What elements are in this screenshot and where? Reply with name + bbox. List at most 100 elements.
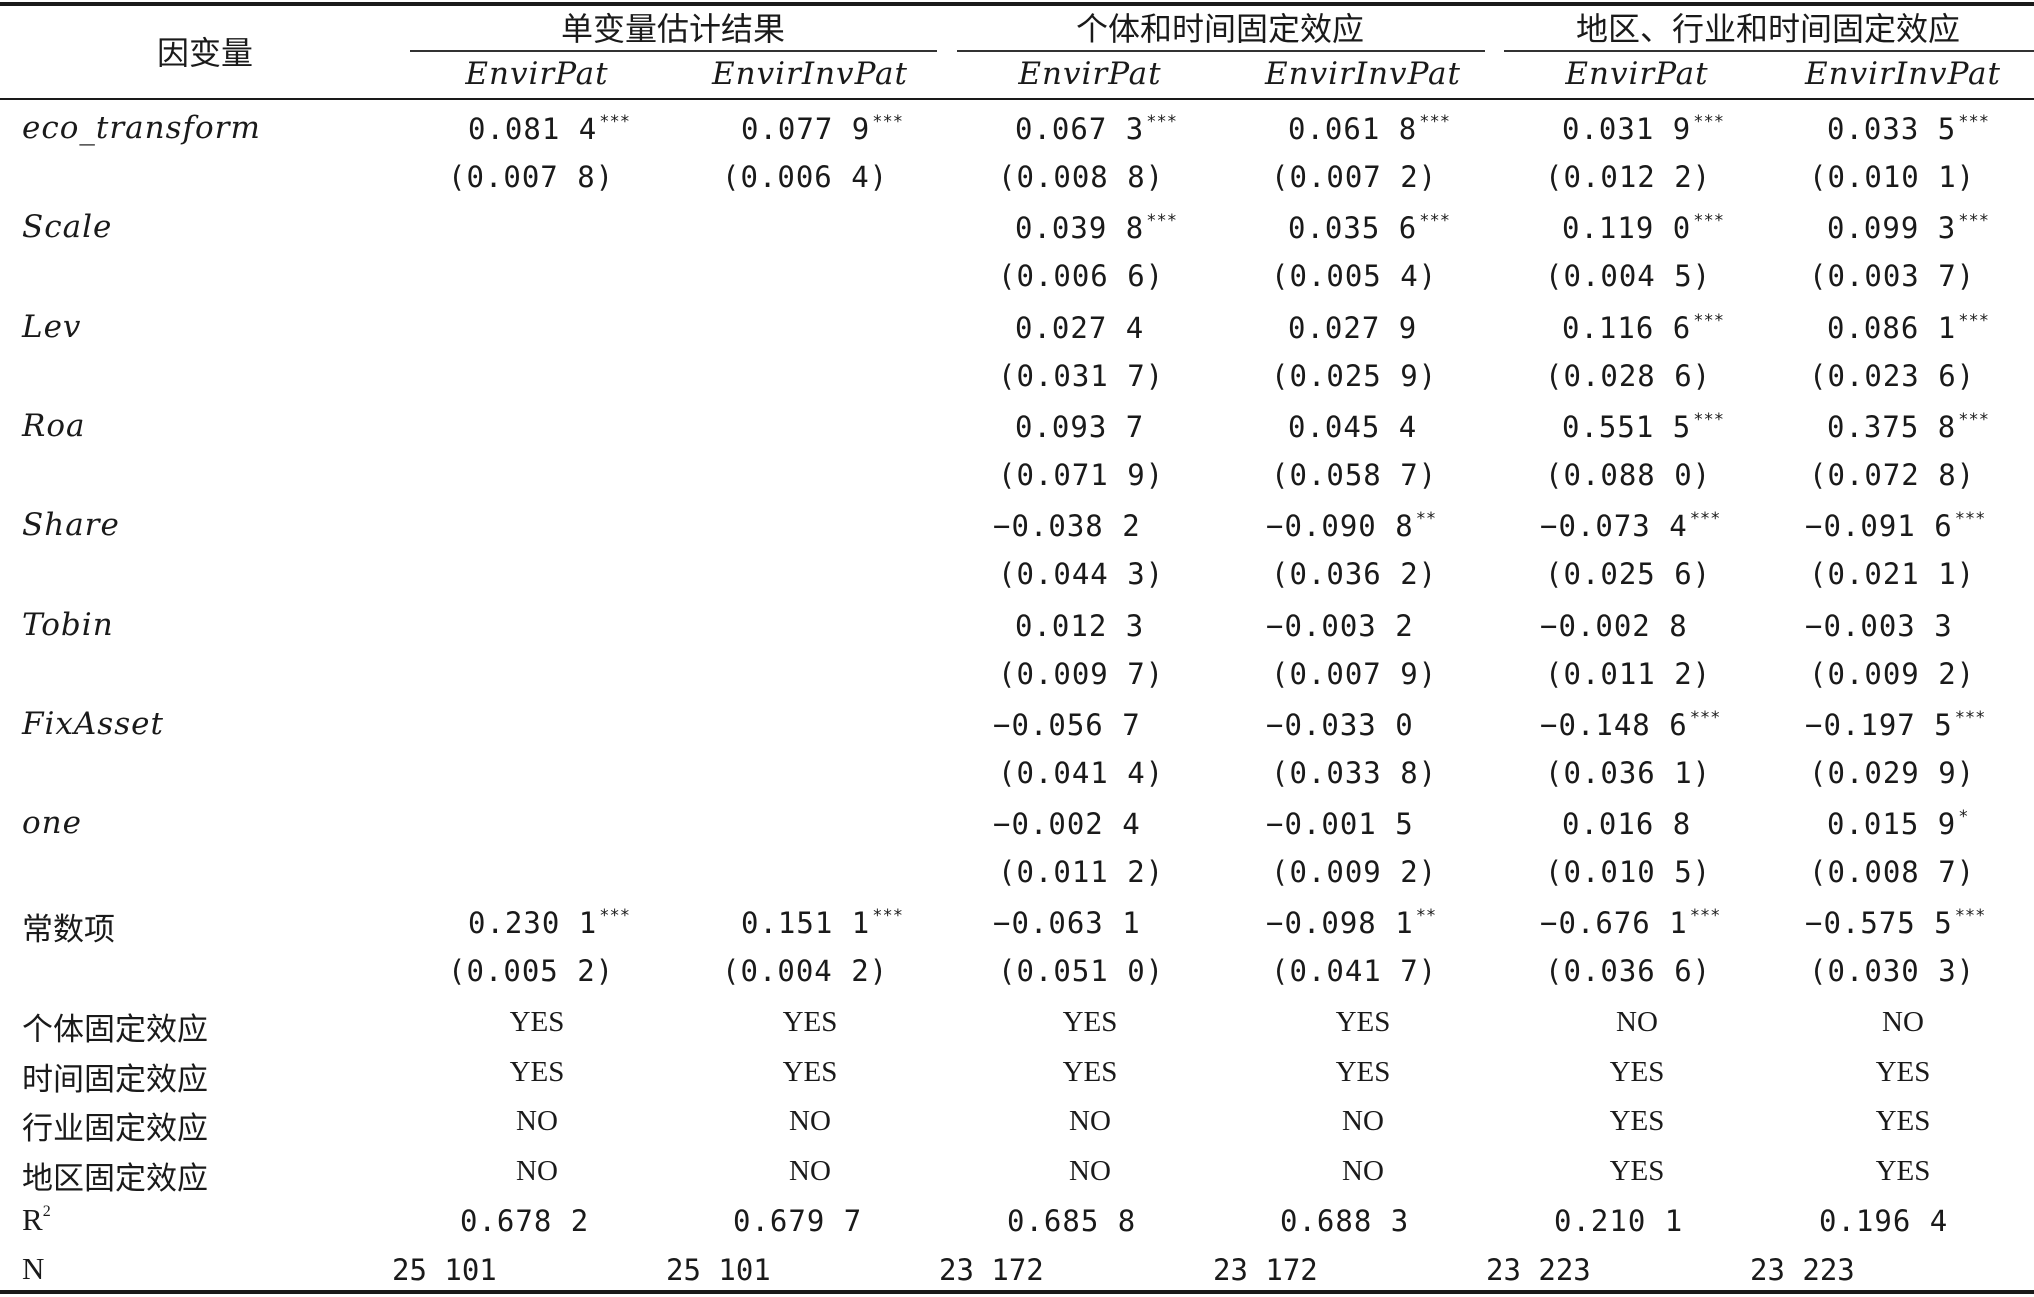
standard-error-cell: (0.036 1) [1545,755,1712,790]
coefficient-cell: 0.016 8 [1562,807,1691,841]
fixed-effect-value: NO [1069,1154,1111,1187]
coefficient-cell: 0.033 5 *** [1827,112,1989,146]
coefficient-cell: 0.375 8 *** [1827,410,1989,444]
observations-value: 23 172 [1213,1253,1318,1287]
standard-error-cell: (0.012 2) [1545,160,1712,194]
significance-stars: *** [1689,509,1721,530]
row-label: Tobin [22,606,114,643]
significance-stars: *** [1693,112,1724,132]
fixed-effect-value: YES [1062,1055,1118,1088]
coefficient-cell: 0.230 1 *** [468,906,630,940]
row-label: Roa [22,407,86,444]
standard-error-cell: (0.010 5) [1545,855,1712,890]
row-label: eco_transform [22,110,261,146]
coefficient-cell: 0.039 8 *** [1015,211,1177,245]
observations-value: 23 223 [1486,1253,1591,1287]
significance-stars: *** [1958,112,1989,132]
coefficient-value: −0.038 2 [993,509,1141,544]
significance-stars: ** [1415,509,1437,530]
coefficient-value: −0.003 2 [1266,608,1414,643]
standard-error-cell: (0.011 2) [998,855,1165,890]
coefficient-cell: 0.027 9 [1288,311,1417,345]
bottom-rule [0,1290,2034,1294]
coefficient-cell: −0.090 8 ** [1266,509,1436,543]
significance-stars: *** [1954,707,1986,728]
coefficient-cell: 0.119 0 *** [1562,211,1724,245]
standard-error-cell: (0.009 7) [998,656,1165,691]
standard-error-cell: (0.028 6) [1545,358,1712,393]
fixed-effect-value: YES [509,1006,565,1038]
r-squared-value: 0.678 2 [460,1204,590,1238]
coefficient-cell: 0.031 9 *** [1562,112,1724,146]
standard-error-cell: (0.005 2) [448,954,615,989]
fixed-effect-label: 时间固定效应 [22,1061,208,1098]
significance-stars: *** [1693,409,1724,430]
coefficient-cell: 0.077 9 *** [741,112,903,146]
row-label: Share [22,507,120,544]
coefficient-cell: 0.086 1 *** [1827,311,1989,345]
coefficient-cell: −0.003 2 [1266,609,1414,643]
observations-value: 25 101 [392,1253,497,1287]
significance-stars: *** [1954,509,1986,530]
standard-error-cell: (0.036 2) [1271,557,1438,592]
fixed-effect-value: YES [1875,1055,1931,1088]
r-squared-value: 0.688 3 [1280,1204,1410,1238]
significance-stars: *** [1146,211,1177,232]
coefficient-cell: −0.197 5 *** [1805,708,1985,742]
column-header-envirinvpat: EnvirInvPat [1265,56,1461,92]
standard-error-cell: (0.011 2) [1545,656,1712,691]
coefficient-cell: −0.002 8 [1540,609,1688,643]
coefficient-value: 0.045 4 [1288,409,1418,444]
coefficient-value: 0.027 4 [1015,310,1145,345]
coefficient-value: −0.002 8 [1540,608,1688,643]
fixed-effect-value: YES [1335,1006,1391,1038]
coefficient-cell: 0.015 9 * [1827,807,1968,841]
coefficient-value: −0.148 6 [1540,707,1688,742]
standard-error-cell: (0.071 9) [998,457,1165,492]
column-header-envirinvpat: EnvirInvPat [1805,56,2001,92]
significance-stars: *** [1958,409,1989,430]
coefficient-cell: −0.038 2 [993,509,1141,543]
coefficient-cell: −0.676 1 *** [1540,906,1720,940]
fixed-effect-value: YES [1609,1105,1665,1137]
coefficient-cell: −0.575 5 *** [1805,906,1985,940]
coefficient-value: 0.551 5 [1562,409,1692,444]
coefficient-value: 0.375 8 [1827,409,1957,444]
significance-stars: * [1958,807,1969,828]
observations-value: 25 101 [666,1253,771,1287]
coefficient-cell: −0.033 0 [1266,708,1414,742]
coefficient-value: 0.151 1 [741,906,871,941]
standard-error-cell: (0.007 8) [448,160,615,194]
coefficient-value: 0.119 0 [1562,211,1692,246]
standard-error-cell: (0.021 1) [1809,557,1976,592]
standard-error-cell: (0.010 1) [1809,160,1976,194]
column-header-envirinvpat: EnvirInvPat [712,56,908,92]
significance-stars: *** [1693,211,1724,232]
standard-error-cell: (0.025 6) [1545,557,1712,592]
column-header-envirpat: EnvirPat [465,56,609,92]
coefficient-value: −0.063 1 [993,906,1141,941]
coefficient-value: 0.015 9 [1827,807,1957,842]
group-header-region-industry-time-fe: 地区、行业和时间固定效应 [1575,10,1961,48]
coefficient-value: 0.099 3 [1827,211,1957,246]
fixed-effect-value: YES [1335,1055,1391,1088]
standard-error-cell: (0.009 2) [1809,656,1976,691]
coefficient-cell: 0.045 4 [1288,410,1417,444]
top-rule [0,2,2034,6]
coefficient-value: −0.575 5 [1805,906,1953,941]
coefficient-cell: −0.056 7 [993,708,1141,742]
coefficient-cell: 0.081 4 *** [468,112,630,146]
coefficient-value: −0.056 7 [993,707,1141,742]
coefficient-cell: 0.027 4 [1015,311,1144,345]
significance-stars: *** [1954,906,1986,927]
fixed-effect-value: NO [1616,1006,1658,1038]
fixed-effect-value: NO [789,1154,831,1187]
row-label: FixAsset [22,705,164,742]
coefficient-value: 0.077 9 [741,112,871,146]
significance-stars: *** [872,112,903,132]
stub-header: 因变量 [156,34,254,72]
group-2-underline [957,50,1485,52]
significance-stars: *** [1958,310,1989,331]
coefficient-value: 0.027 9 [1288,310,1418,345]
coefficient-cell: 0.035 6 *** [1288,211,1450,245]
